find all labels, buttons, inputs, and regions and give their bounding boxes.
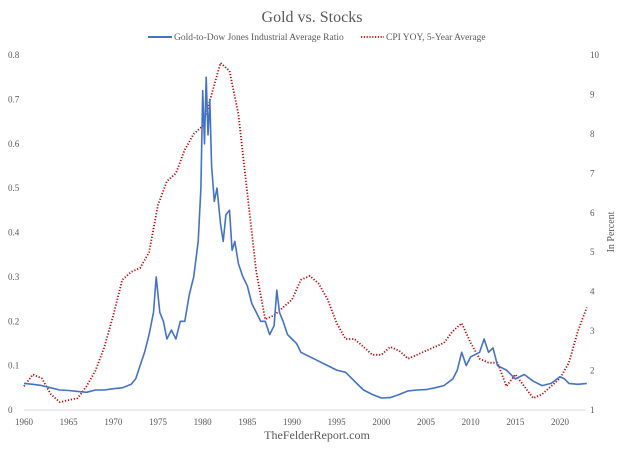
legend-label-cpi: CPI YOY, 5-Year Average: [386, 33, 486, 43]
left-y-tick-label: 0.3: [8, 272, 20, 282]
right-y-tick-label: 2: [590, 366, 595, 376]
x-tick-label: 1990: [283, 417, 302, 427]
left-y-tick-label: 0.2: [8, 316, 19, 326]
x-tick-label: 2015: [506, 417, 525, 427]
x-tick-label: 1985: [238, 417, 257, 427]
legend-label-gold-ratio: Gold-to-Dow Jones Industrial Average Rat…: [174, 33, 344, 43]
right-y-tick-label: 10: [590, 50, 600, 60]
right-y-tick-label: 8: [590, 129, 595, 139]
right-y-tick-label: 4: [590, 287, 595, 297]
x-tick-label: 1995: [328, 417, 347, 427]
x-tick-label: 1960: [15, 417, 34, 427]
left-y-tick-label: 0.5: [8, 183, 20, 193]
x-tick-label: 2020: [551, 417, 570, 427]
series-lines: [23, 62, 588, 404]
left-y-tick-label: 0.8: [8, 50, 20, 60]
x-tick-label: 1975: [149, 417, 168, 427]
gold-dow-ratio-line: [23, 76, 587, 399]
right-y-tick-label: 5: [590, 247, 595, 257]
left-y-tick-label: 0.7: [8, 94, 20, 104]
right-y-tick-label: 7: [590, 168, 595, 178]
right-y-axis-label: In Percent: [606, 211, 617, 252]
x-tick-label: 2005: [417, 417, 436, 427]
left-y-tick-label: 0: [8, 405, 13, 415]
cpi-5yr-average-line: [23, 62, 588, 404]
left-y-tick-label: 0.1: [8, 361, 19, 371]
left-y-tick-label: 0.6: [8, 139, 20, 149]
right-y-axis-ticks: 1 2 3 4 5 6 7 8 9 10: [590, 50, 600, 415]
source-credit: TheFelderReport.com: [264, 428, 370, 442]
right-y-tick-label: 9: [590, 89, 595, 99]
right-y-tick-label: 6: [590, 208, 595, 218]
left-y-tick-label: 0.4: [8, 228, 20, 238]
right-y-tick-label: 1: [590, 405, 595, 415]
x-tick-label: 1965: [60, 417, 79, 427]
chart-title: Gold vs. Stocks: [262, 9, 363, 26]
x-tick-label: 1970: [104, 417, 123, 427]
x-tick-label: 2010: [462, 417, 481, 427]
x-axis-ticks: 1960 1965 1970 1975 1980 1985 1990 1995 2000 2005…: [15, 417, 570, 427]
legend: Gold-to-Dow Jones Industrial Average Rat…: [148, 33, 486, 43]
right-y-tick-label: 3: [590, 326, 595, 336]
x-tick-label: 1980: [194, 417, 213, 427]
x-tick-label: 2000: [372, 417, 391, 427]
left-y-axis-ticks: 0 0.1 0.2 0.3 0.4 0.5 0.6 0.7 0.8: [8, 50, 20, 415]
